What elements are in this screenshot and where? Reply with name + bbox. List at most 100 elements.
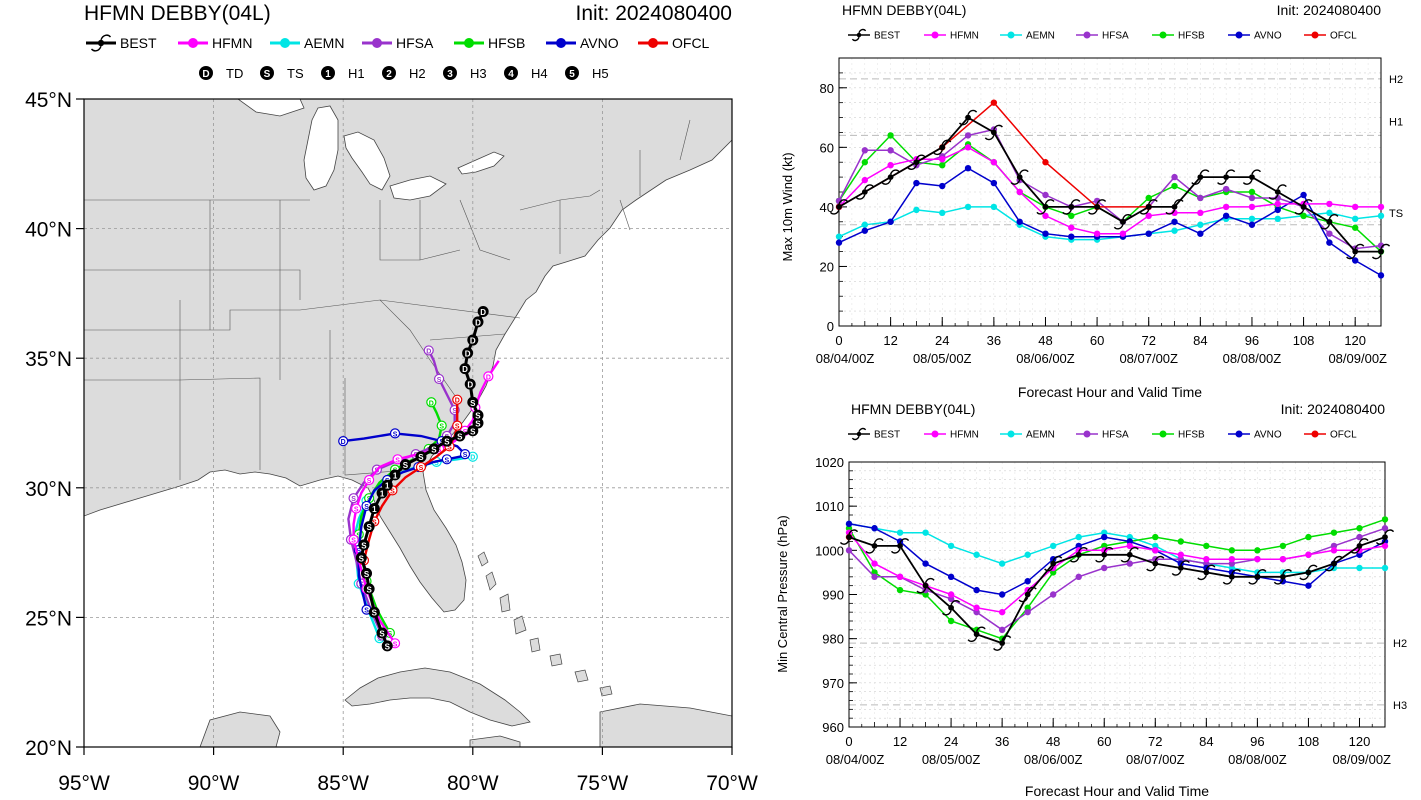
map-track-point-glyph: S xyxy=(403,461,409,470)
wind-ylabel: Max 10m Wind (kt) xyxy=(780,152,795,261)
wind-x-tick-label: 12 xyxy=(883,333,897,348)
pres-point-hfsb xyxy=(1203,542,1210,550)
wind-point-hfmn xyxy=(1042,212,1049,220)
pres-best-point-icon xyxy=(916,577,935,594)
map-track-point xyxy=(477,306,489,318)
intensity-symbol-icon xyxy=(199,66,213,80)
wind-best-point-icon xyxy=(1088,199,1107,215)
map-lat-tick-label: 20°N xyxy=(25,737,72,760)
map-track-point-glyph: D xyxy=(467,381,473,390)
map-track-point xyxy=(376,487,388,499)
pres-point-avno xyxy=(973,586,980,594)
map-lat-tick-label: 40°N xyxy=(25,219,72,242)
pres-date-tick-label: 08/07/00Z xyxy=(1126,752,1185,767)
pres-legend-item-avno: AVNO xyxy=(1228,430,1282,441)
intensity-symbol-icon xyxy=(321,66,335,80)
pres-y-tick-label: 990 xyxy=(822,588,844,603)
track-map-panel: HFMN DEBBY(04L) Init: 2024080400 BEST HFM… xyxy=(25,2,758,795)
map-track-point-glyph: D xyxy=(465,350,471,359)
map-track-point xyxy=(472,316,484,328)
wind-date-tick-label: 08/06/00Z xyxy=(1016,351,1075,366)
pres-y-tick-label: 1020 xyxy=(815,455,844,470)
pres-legend-label-hfsb: HFSB xyxy=(1178,430,1205,441)
map-track-point-glyph: S xyxy=(385,642,391,651)
map-track-point xyxy=(392,454,403,465)
map-track-point-glyph: S xyxy=(437,447,442,454)
map-track-point-glyph: S xyxy=(359,554,365,563)
pres-date-tick-label: 08/06/00Z xyxy=(1024,752,1083,767)
pres-point-aemn xyxy=(922,529,929,536)
wind-y-tick-label: 60 xyxy=(820,140,834,155)
pres-x-tick-label: 72 xyxy=(1148,734,1162,749)
wind-point-hfmn xyxy=(1171,209,1178,217)
wind-point-hfmn xyxy=(1119,230,1127,237)
map-track-point-glyph: S xyxy=(364,504,369,511)
wind-point-hfsa xyxy=(1042,191,1049,199)
wind-point-avno xyxy=(1248,221,1256,228)
map-track-point-glyph: S xyxy=(361,541,367,550)
wind-point-hfsb xyxy=(1171,182,1178,190)
map-legend-best-symbol-icon xyxy=(90,34,112,52)
pres-legend-item-aemn: AEMN xyxy=(1000,430,1055,441)
pres-point-hfsb xyxy=(1024,604,1031,611)
wind-best-point-icon xyxy=(855,184,874,200)
wind-point-hfsa xyxy=(1197,194,1204,202)
pres-point-hfsa xyxy=(1177,555,1185,563)
pres-best-point-icon xyxy=(1273,569,1292,585)
pres-series-line-hfmn xyxy=(848,532,1386,613)
wind-point-hfsa xyxy=(964,132,972,139)
wind-point-hfsb xyxy=(1145,194,1152,202)
wind-point-aemn xyxy=(939,209,946,217)
wind-point-hfmn xyxy=(1016,188,1023,196)
map-legend-item-aemn: AEMN xyxy=(270,35,344,51)
map-track-point xyxy=(467,396,479,408)
pres-point-hfmn xyxy=(1152,547,1159,554)
map-track-point xyxy=(452,420,463,431)
pres-legend-marker-hfsa xyxy=(1083,430,1091,438)
pres-ylabel: Min Central Pressure (hPa) xyxy=(775,515,790,673)
wind-point-avno xyxy=(1042,230,1049,237)
wind-point-aemn xyxy=(1377,212,1385,220)
wind-point-aemn xyxy=(1197,221,1204,228)
pres-init-label: Init: 2024080400 xyxy=(1281,401,1386,417)
wind-legend-marker-hfsb xyxy=(1159,31,1167,39)
map-track-point xyxy=(459,449,471,460)
pres-point-hfsb xyxy=(845,525,853,532)
map-track-point xyxy=(399,458,411,470)
pres-best-point-icon xyxy=(1069,547,1088,563)
map-intensity-item-h5: 5 H5 xyxy=(565,66,609,81)
pres-point-aemn xyxy=(1075,533,1082,541)
map-track-point-glyph: 1 xyxy=(385,482,390,491)
pres-best-point-icon xyxy=(1120,547,1139,563)
wind-title: HFMN DEBBY(04L) xyxy=(842,2,966,18)
intensity-symbol-glyph: S xyxy=(264,69,271,80)
pres-best-point-icon xyxy=(993,635,1012,651)
pres-point-avno xyxy=(1356,551,1363,558)
wind-series-line-best xyxy=(838,116,1381,253)
pres-point-aemn xyxy=(1356,564,1363,572)
map-track-point-glyph: S xyxy=(393,641,398,648)
map-legend-item-hfsa: HFSA xyxy=(362,35,434,51)
map-legend: BEST HFMN AEMN HFSA HFSB AVNO OFCL xyxy=(86,34,710,52)
wind-date-tick-label: 08/08/00Z xyxy=(1223,351,1282,366)
map-intensity-item-h4: 4 H4 xyxy=(504,66,548,81)
map-track-point-glyph: S xyxy=(364,608,369,615)
map-track-point-glyph: S xyxy=(470,427,476,436)
map-track-point-glyph: S xyxy=(379,629,385,638)
pres-point-hfsa xyxy=(871,573,878,581)
pres-best-point-icon xyxy=(1171,560,1190,576)
map-legend-marker-aemn xyxy=(280,38,290,48)
pres-x-tick-label: 120 xyxy=(1349,734,1371,749)
wind-series-best xyxy=(829,109,1391,260)
pres-legend-label-aemn: AEMN xyxy=(1026,430,1055,441)
pres-point-aemn xyxy=(947,542,955,550)
pres-legend-marker-hfsb xyxy=(1159,430,1167,438)
map-lat-tick-label: 35°N xyxy=(25,348,72,371)
wind-point-avno xyxy=(1171,218,1178,225)
wind-point-hfsa xyxy=(1093,197,1101,205)
pres-x-tick-label: 84 xyxy=(1199,734,1213,749)
pres-point-hfmn xyxy=(947,591,955,598)
pres-point-hfsa xyxy=(1330,542,1338,550)
map-lon-tick-label: 85°W xyxy=(317,772,369,795)
pres-best-point-icon xyxy=(1350,538,1369,554)
